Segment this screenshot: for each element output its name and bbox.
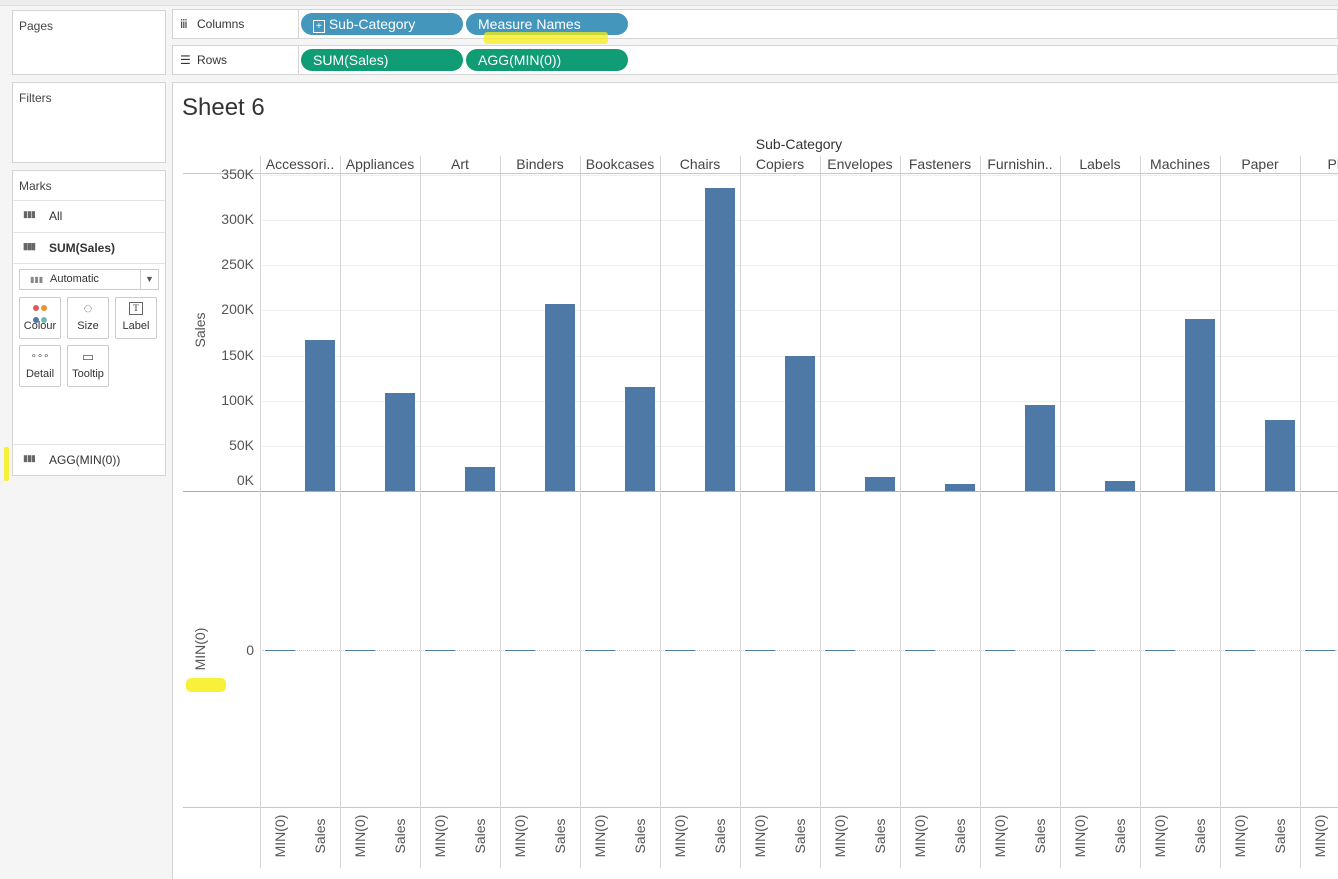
bar-chart-icon: ▮▮▮ — [30, 275, 44, 284]
marks-card: Marks ▮▮▮ All ▮▮▮ SUM(Sales) ▮▮▮ Automat… — [12, 170, 166, 476]
columns-shelf-label: ⅲ Columns — [173, 10, 299, 38]
sub-category-pill-label: Sub-Category — [328, 16, 416, 32]
rows-shelf-label: ☰ Rows — [173, 46, 299, 74]
marks-sum-sales-label: SUM(Sales) — [49, 241, 116, 255]
measure-names-pill[interactable]: Measure Names — [466, 13, 628, 35]
colour-button[interactable]: Colour — [19, 297, 61, 339]
detail-label: Detail — [25, 368, 55, 380]
agg-min-pill[interactable]: AGG(MIN(0)) — [466, 49, 628, 71]
size-icon: ◌ — [83, 300, 93, 317]
filters-shelf[interactable]: Filters — [12, 82, 166, 163]
agg-min-pill-label: AGG(MIN(0)) — [478, 52, 562, 68]
sum-sales-pill[interactable]: SUM(Sales) — [301, 49, 463, 71]
highlight-mark — [186, 678, 226, 692]
view-area — [172, 82, 1338, 879]
detail-icon: ∘∘∘ — [30, 351, 50, 362]
mark-type-value: Automatic — [50, 273, 99, 285]
label-icon: T — [116, 298, 156, 320]
size-button[interactable]: ◌ Size — [67, 297, 109, 339]
columns-shelf[interactable]: ⅲ Columns + Sub-Category Measure Names — [172, 9, 1338, 39]
tooltip-icon: ▭ — [81, 349, 95, 364]
expand-icon: + — [313, 20, 325, 33]
sheet-title: Sheet 6 — [182, 94, 265, 121]
tooltip-label: Tooltip — [72, 368, 104, 380]
marks-all-tab[interactable]: ▮▮▮ All — [13, 209, 165, 223]
highlight-mark — [4, 447, 9, 481]
rows-icon: ☰ — [180, 53, 191, 67]
sub-category-pill[interactable]: + Sub-Category — [301, 13, 463, 35]
label-label: Label — [122, 320, 150, 332]
marks-agg-label: AGG(MIN(0)) — [49, 453, 121, 467]
colour-label: Colour — [23, 320, 57, 332]
measure-names-pill-label: Measure Names — [478, 16, 581, 32]
colour-icon — [20, 298, 60, 323]
rows-shelf[interactable]: ☰ Rows SUM(Sales) AGG(MIN(0)) — [172, 45, 1338, 75]
detail-button[interactable]: ∘∘∘ Detail — [19, 345, 61, 387]
size-label: Size — [77, 320, 99, 332]
filters-title: Filters — [19, 91, 52, 105]
marks-all-label: All — [49, 209, 63, 223]
marks-sum-sales-tab[interactable]: ▮▮▮ SUM(Sales) — [13, 241, 165, 255]
sum-sales-pill-label: SUM(Sales) — [313, 52, 389, 68]
tooltip-button[interactable]: ▭ Tooltip — [67, 345, 109, 387]
marks-agg-tab[interactable]: ▮▮▮ AGG(MIN(0)) — [13, 453, 165, 467]
columns-icon: ⅲ — [180, 17, 188, 31]
pages-title: Pages — [19, 19, 54, 33]
bar-chart-icon: ▮▮▮ — [23, 209, 36, 219]
chevron-down-icon: ▼ — [140, 270, 158, 289]
label-button[interactable]: T Label — [115, 297, 157, 339]
highlight-mark — [484, 32, 608, 44]
bar-chart-icon: ▮▮▮ — [23, 453, 36, 463]
mark-type-dropdown[interactable]: ▮▮▮ Automatic ▼ — [19, 269, 159, 290]
bar-chart-icon: ▮▮▮ — [23, 241, 36, 251]
pages-shelf[interactable]: Pages — [12, 10, 166, 75]
marks-title: Marks — [19, 179, 52, 193]
top-strip — [0, 0, 1338, 6]
